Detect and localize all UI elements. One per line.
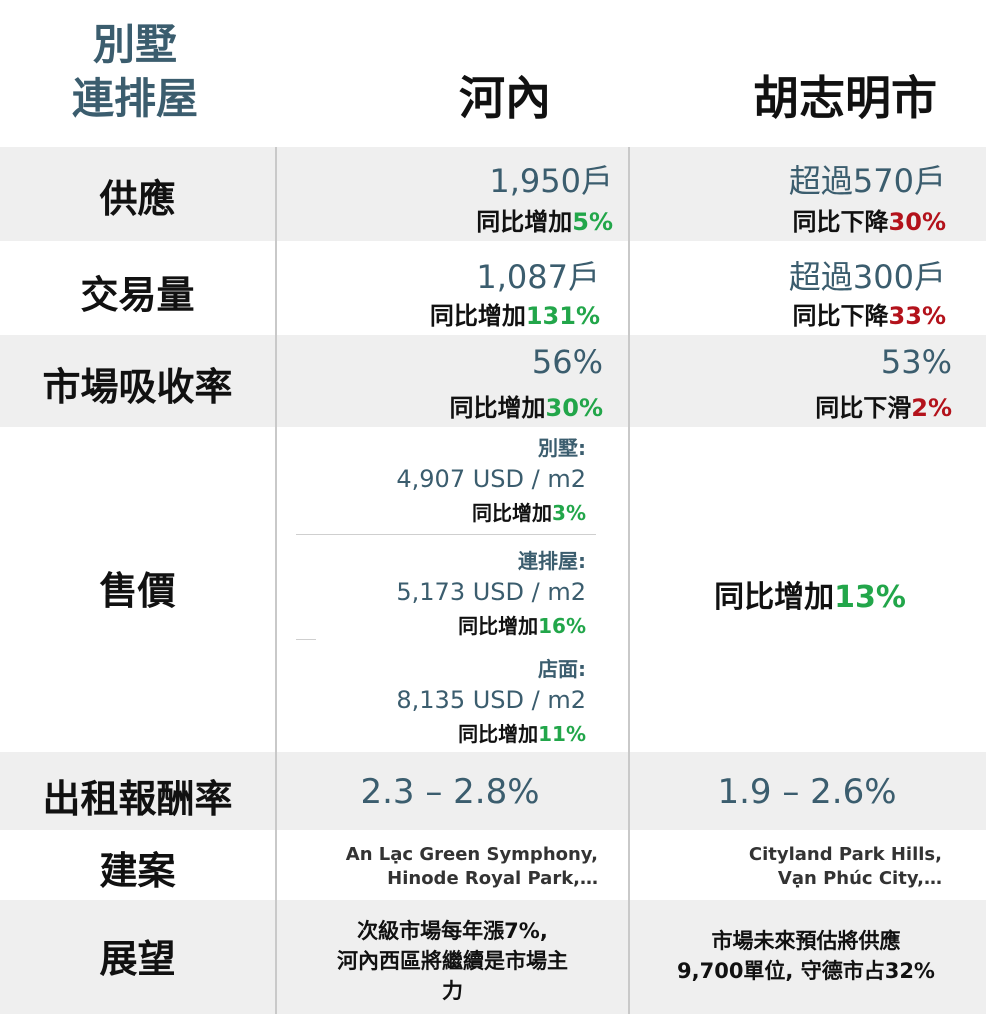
change-value: 5% — [572, 208, 613, 236]
outlook-hanoi-line3: 力 — [442, 979, 463, 1003]
price-hcmc-change: 同比增加13% — [640, 572, 980, 616]
row-label-transactions: 交易量 — [80, 273, 195, 317]
projects-hanoi-line2: Hinode Royal Park,… — [387, 868, 598, 889]
projects-hcmc-line2: Vạn Phúc City,… — [777, 868, 942, 889]
outlook-hanoi-line2: 河內西區將繼續是市場主 — [337, 949, 568, 973]
supply-hanoi-change: 同比增加5% — [300, 202, 613, 237]
price-type: 連排屋: — [518, 549, 586, 573]
transactions-hanoi-change: 同比增加131% — [300, 296, 600, 331]
rental-yield-hanoi: 2.3 – 2.8% — [360, 772, 540, 812]
row-label-outlook: 展望 — [99, 937, 176, 981]
change-value: 33% — [888, 302, 946, 330]
change-value: 13% — [834, 580, 906, 615]
absorption-hcmc-value: 53% — [880, 343, 952, 381]
change-prefix: 同比增加 — [458, 722, 539, 746]
change-prefix: 同比增加 — [714, 580, 835, 615]
category-title-line1: 別墅 — [92, 20, 177, 69]
price-value: 8,135 USD / m2 — [396, 686, 586, 714]
price-type: 店面: — [538, 657, 586, 681]
price-value: 5,173 USD / m2 — [396, 578, 586, 606]
absorption-hanoi-value: 56% — [531, 343, 603, 381]
change-value: 16% — [538, 614, 586, 638]
transactions-hanoi-value: 1,087戶 — [476, 258, 600, 296]
supply-hcmc-change: 同比下降30% — [650, 202, 946, 237]
category-title: 別墅 連排屋 — [0, 18, 270, 126]
row-band-absorption — [0, 335, 986, 427]
price-change: 同比增加11% — [300, 718, 586, 747]
row-label-projects: 建案 — [99, 849, 176, 893]
column-divider-1 — [275, 147, 277, 1014]
change-value: 3% — [552, 501, 586, 525]
change-prefix: 同比增加 — [429, 302, 526, 330]
row-label-absorption: 市場吸收率 — [42, 365, 233, 409]
change-value: 30% — [545, 394, 603, 422]
change-value: 131% — [525, 302, 600, 330]
column-divider-2 — [628, 147, 630, 1014]
outlook-hcmc: 市場未來預估將供應 9,700單位, 守德市占32% — [636, 926, 976, 986]
projects-hanoi: An Lạc Green Symphony, Hinode Royal Park… — [290, 843, 598, 891]
projects-hanoi-line1: An Lạc Green Symphony, — [345, 844, 598, 865]
outlook-hcmc-line1: 市場未來預估將供應 — [711, 929, 901, 953]
change-prefix: 同比增加 — [476, 208, 573, 236]
row-label-supply: 供應 — [99, 177, 176, 221]
price-change: 同比增加3% — [300, 497, 586, 526]
change-prefix: 同比下降 — [792, 302, 889, 330]
row-band-rental — [0, 752, 986, 830]
price-hanoi-villa: 別墅: 4,907 USD / m2 同比增加3% — [300, 432, 586, 526]
price-divider-2 — [296, 639, 316, 640]
row-label-price: 售價 — [99, 569, 176, 613]
price-divider-1 — [296, 534, 596, 535]
price-type: 別墅: — [538, 436, 586, 460]
outlook-hanoi: 次級市場每年漲7%, 河內西區將繼續是市場主 力 — [285, 916, 620, 1006]
row-band-supply — [0, 147, 986, 241]
projects-hcmc-line1: Cityland Park Hills, — [748, 844, 942, 865]
transactions-hcmc-change: 同比下降33% — [650, 296, 946, 331]
category-title-line2: 連排屋 — [71, 74, 198, 123]
change-value: 11% — [538, 722, 586, 746]
change-value: 2% — [911, 394, 952, 422]
column-header-hanoi: 河內 — [459, 71, 551, 125]
transactions-hcmc-value: 超過300戶 — [788, 258, 946, 296]
change-prefix: 同比增加 — [472, 501, 553, 525]
price-value: 4,907 USD / m2 — [396, 465, 586, 493]
change-prefix: 同比增加 — [449, 394, 546, 422]
change-prefix: 同比增加 — [458, 614, 539, 638]
price-hanoi-townhouse: 連排屋: 5,173 USD / m2 同比增加16% — [300, 545, 586, 639]
change-prefix: 同比下降 — [792, 208, 889, 236]
outlook-hanoi-line1: 次級市場每年漲7%, — [357, 919, 548, 943]
price-hanoi-shophouse: 店面: 8,135 USD / m2 同比增加11% — [300, 653, 586, 747]
row-band-outlook — [0, 900, 986, 1014]
rental-yield-hcmc: 1.9 – 2.6% — [717, 772, 897, 812]
projects-hcmc: Cityland Park Hills, Vạn Phúc City,… — [640, 843, 942, 891]
outlook-hcmc-line2: 9,700單位, 守德市占32% — [677, 959, 935, 983]
supply-hcmc-value: 超過570戶 — [788, 162, 946, 200]
column-header-hcmc: 胡志明市 — [753, 71, 937, 125]
price-change: 同比增加16% — [300, 610, 586, 639]
change-prefix: 同比下滑 — [815, 394, 912, 422]
supply-hanoi-value: 1,950戶 — [489, 162, 613, 200]
change-value: 30% — [888, 208, 946, 236]
absorption-hanoi-change: 同比增加30% — [300, 388, 603, 423]
row-label-rental-yield: 出租報酬率 — [42, 777, 233, 821]
absorption-hcmc-change: 同比下滑2% — [650, 388, 952, 423]
